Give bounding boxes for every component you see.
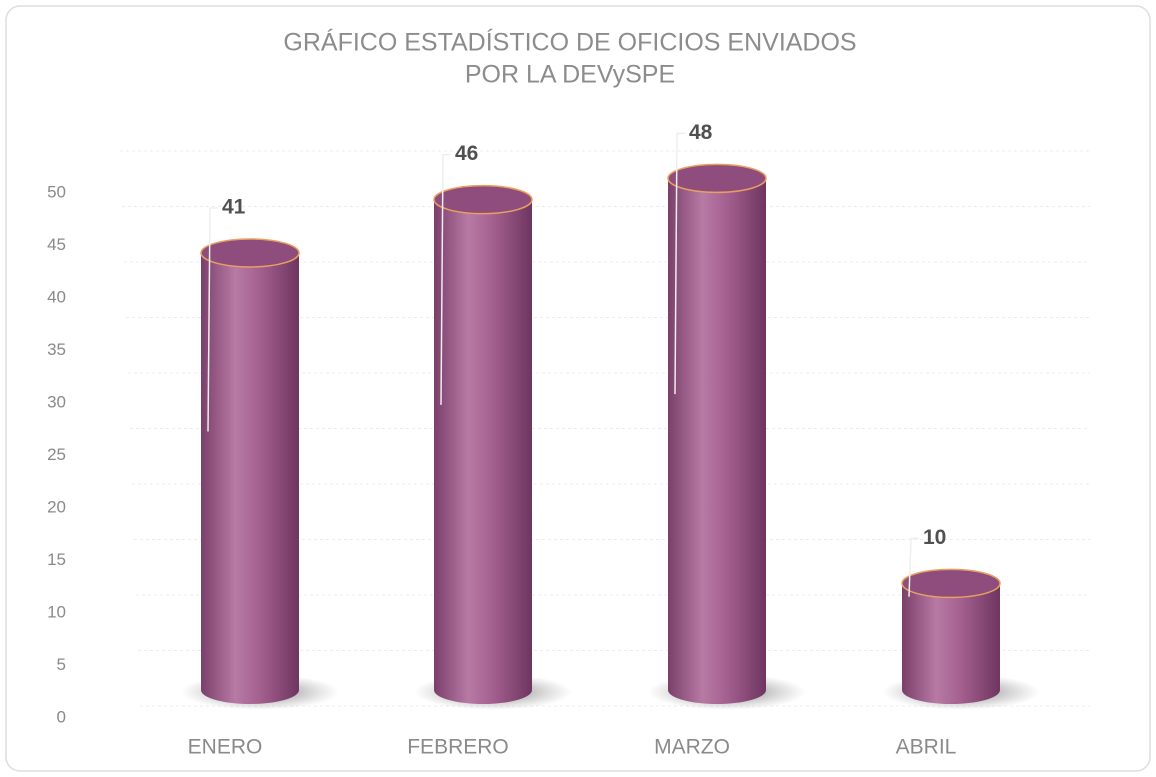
- y-tick-label: 15: [47, 550, 66, 569]
- leader-line: [440, 153, 451, 405]
- y-tick-label: 5: [57, 655, 66, 674]
- y-tick-label: 25: [47, 445, 66, 464]
- x-tick-label: ENERO: [188, 736, 263, 759]
- y-tick-label: 0: [57, 707, 66, 726]
- y-tick-label: 40: [47, 287, 66, 306]
- chart-title: GRÁFICO ESTADÍSTICO DE OFICIOS ENVIADOS: [283, 28, 856, 57]
- bar: [667, 163, 767, 704]
- leader-line: [908, 537, 919, 597]
- leader-line: [207, 207, 218, 432]
- y-tick-label: 10: [47, 602, 66, 621]
- x-tick-label: MARZO: [654, 736, 730, 759]
- y-tick-label: 30: [47, 392, 66, 411]
- y-tick-label: 45: [47, 235, 66, 254]
- data-label: 10: [923, 526, 946, 549]
- bar: [200, 238, 300, 704]
- y-tick-label: 50: [47, 182, 66, 201]
- bar: [901, 568, 1001, 704]
- chart-subtitle: POR LA DEVySPE: [465, 61, 675, 89]
- y-tick-label: 35: [47, 340, 66, 359]
- x-tick-label: ABRIL: [896, 736, 957, 759]
- bar: [433, 184, 533, 704]
- x-tick-label: FEBRERO: [407, 736, 509, 759]
- data-label: 46: [455, 142, 478, 165]
- y-tick-label: 20: [47, 497, 66, 516]
- data-label: 48: [689, 121, 713, 144]
- data-label: 41: [222, 195, 246, 218]
- leader-line: [674, 132, 685, 395]
